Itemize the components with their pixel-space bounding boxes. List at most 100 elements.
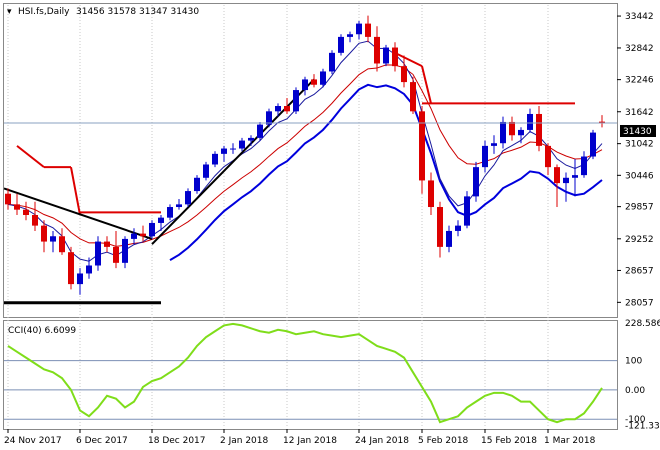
- candle-body: [500, 121, 506, 144]
- candle-body: [383, 47, 389, 64]
- candle-body: [212, 153, 218, 165]
- cci-tick-label: 100: [625, 357, 642, 367]
- price-tick-label: 33442: [625, 12, 654, 22]
- current-price-badge: [620, 125, 656, 137]
- candle-body: [104, 241, 110, 247]
- candle-body: [50, 236, 56, 242]
- date-tick-label: 2 Jan 2018: [220, 436, 268, 446]
- candle-body: [284, 106, 290, 112]
- candle-body: [230, 148, 236, 150]
- candle-body: [545, 145, 551, 168]
- candle-body: [401, 66, 407, 83]
- candle-body: [59, 236, 65, 253]
- candle-body: [131, 233, 137, 239]
- cci-axis: 228.5862 100 0.00 -100-121.337: [625, 319, 660, 432]
- candle-body: [374, 36, 380, 64]
- stop-line-segment: [394, 51, 423, 68]
- candle-body: [509, 121, 515, 136]
- candle-body: [248, 137, 254, 141]
- candle-body: [23, 209, 29, 215]
- stop-line-segment: [421, 65, 432, 104]
- candle-body: [365, 23, 371, 37]
- candle-body: [95, 241, 101, 266]
- candle-body: [68, 252, 74, 285]
- candle-body: [590, 132, 596, 157]
- date-tick-label: 24 Jan 2018: [355, 436, 409, 446]
- stop-line-segment: [16, 145, 45, 168]
- candle-body: [320, 71, 326, 85]
- candle-body: [563, 177, 569, 184]
- price-tick-label: 31042: [625, 140, 654, 150]
- candle-body: [410, 82, 416, 112]
- candle-body: [140, 233, 146, 237]
- price-tick-label: 28657: [625, 266, 654, 276]
- candle-body: [347, 34, 353, 37]
- candle-body: [392, 47, 398, 67]
- date-axis: 24 Nov 2017 6 Dec 2017 18 Dec 2017 2 Jan 20…: [4, 429, 596, 446]
- candle-body: [41, 225, 47, 242]
- candle-body: [464, 196, 470, 226]
- date-tick-label: 6 Dec 2017: [76, 436, 128, 446]
- candle-body: [158, 217, 164, 223]
- candle-body: [176, 204, 182, 208]
- price-panel-frame: [3, 3, 618, 318]
- candle-body: [473, 167, 479, 197]
- cci-label: CCI(40) 6.6099: [8, 326, 76, 336]
- current-price-label: 31430: [623, 127, 652, 137]
- candle-body: [293, 90, 299, 112]
- cci-tick-label: -100: [625, 415, 646, 425]
- down-trendline: [3, 187, 153, 240]
- cci-panel-frame: [3, 320, 618, 430]
- up-trendline: [151, 78, 315, 245]
- price-tick-label: 28057: [625, 298, 654, 308]
- candle-body: [77, 273, 83, 285]
- candle-body: [554, 167, 560, 184]
- cci-tick-label: 228.5862: [625, 319, 660, 329]
- candle-body: [203, 164, 209, 178]
- candle-body: [581, 156, 587, 176]
- price-tick-label: 31642: [625, 108, 654, 118]
- cci-series: [7, 322, 603, 424]
- candle-body: [149, 222, 155, 237]
- cci-levels: [4, 360, 617, 420]
- price-tick-label: 29252: [625, 235, 654, 245]
- candle-body: [14, 204, 20, 210]
- cci-tick-label: 0.00: [625, 386, 645, 396]
- date-tick-label: 1 Mar 2018: [544, 436, 596, 446]
- date-tick-label: 12 Jan 2018: [283, 436, 337, 446]
- candle-body: [338, 36, 344, 53]
- date-tick-label: 18 Dec 2017: [148, 436, 206, 446]
- candle-body: [113, 246, 119, 263]
- date-tick-label: 24 Nov 2017: [4, 436, 62, 446]
- candle-body: [185, 191, 191, 205]
- stop-lines: [16, 51, 575, 216]
- candle-body: [257, 124, 263, 138]
- ma-long-line: [169, 83, 603, 261]
- candle-body: [194, 177, 200, 192]
- date-tick-label: 5 Feb 2018: [418, 436, 469, 446]
- candle-body: [167, 207, 173, 218]
- candle-body: [599, 121, 605, 124]
- candle-body: [428, 180, 434, 208]
- chevron-down-icon: ▾: [7, 7, 12, 17]
- candle-body: [122, 238, 128, 263]
- candle-body: [491, 143, 497, 146]
- cci-tick-label: -121.337: [625, 421, 660, 431]
- price-tick-label: 30446: [625, 171, 654, 181]
- candle-body: [536, 113, 542, 146]
- price-tick-label: 32246: [625, 76, 654, 86]
- candle-body: [86, 265, 92, 274]
- candle-body: [239, 140, 245, 149]
- chart-symbol: HSI.fs,Daily: [18, 7, 70, 17]
- candle-body: [311, 79, 317, 85]
- candle-body: [221, 148, 227, 154]
- candles: [5, 15, 605, 295]
- candle-body: [5, 193, 11, 205]
- stop-line-segment: [70, 166, 81, 216]
- price-tick-label: 32842: [625, 44, 654, 54]
- candle-body: [527, 113, 533, 130]
- candle-body: [446, 230, 452, 247]
- candle-body: [275, 106, 281, 112]
- date-tick-label: 15 Feb 2018: [481, 436, 537, 446]
